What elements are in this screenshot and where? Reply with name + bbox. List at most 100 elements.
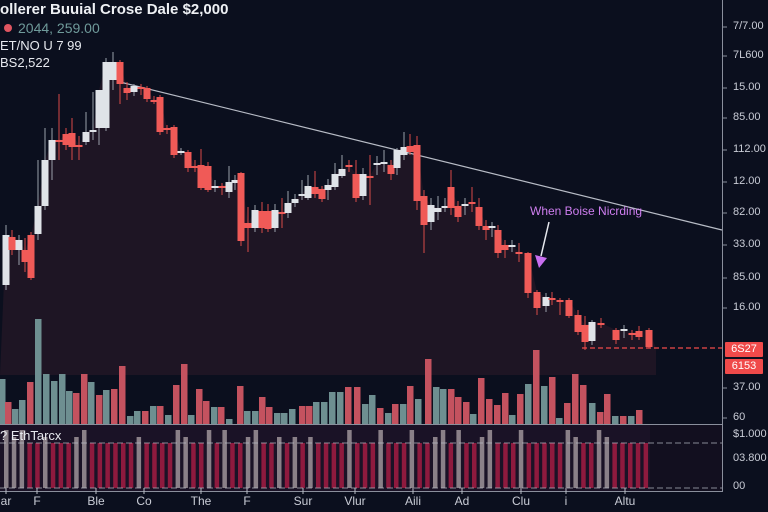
candle-bull bbox=[95, 90, 103, 128]
volume-bar bbox=[88, 382, 95, 424]
time-tick-label: ar bbox=[0, 494, 12, 508]
volume-bar bbox=[589, 403, 596, 424]
candle-bear bbox=[244, 223, 252, 228]
oscillator-bar bbox=[4, 430, 9, 488]
candle-bear bbox=[204, 166, 212, 190]
oscillator-bar bbox=[550, 443, 555, 488]
oscillator-bar bbox=[347, 430, 352, 488]
oscillator-bar bbox=[316, 443, 321, 488]
candle-bear bbox=[413, 145, 421, 201]
candle-bear bbox=[548, 298, 556, 300]
oscillator-tick-label: 00 bbox=[733, 480, 746, 492]
volume-bar bbox=[0, 379, 6, 424]
oscillator-bar bbox=[370, 443, 376, 488]
volume-bar bbox=[259, 397, 266, 424]
candle-bull bbox=[225, 182, 233, 192]
time-tick-label: Ad bbox=[454, 494, 470, 508]
price-badge: 6S27 bbox=[725, 342, 763, 357]
volume-bar bbox=[96, 395, 103, 424]
candle-bear bbox=[27, 235, 35, 278]
oscillator-tick-label: 03.800 bbox=[733, 452, 767, 464]
candle-bull bbox=[620, 329, 628, 331]
oscillator-bar bbox=[440, 430, 446, 488]
volume-bar bbox=[525, 384, 532, 424]
volume-bar bbox=[150, 406, 157, 424]
candle-bear bbox=[612, 330, 620, 340]
oscillator-bar bbox=[487, 430, 493, 488]
candle-bear bbox=[345, 165, 353, 167]
oscillator-bar bbox=[300, 443, 305, 488]
volume-bar bbox=[5, 402, 12, 424]
oscillator-bar bbox=[378, 430, 383, 488]
volume-bar bbox=[134, 411, 141, 424]
time-tick-label: Altu bbox=[614, 494, 636, 508]
candle-bear bbox=[533, 292, 541, 308]
candle-bear bbox=[556, 300, 564, 302]
candle-bear bbox=[21, 250, 29, 262]
trendline bbox=[119, 81, 723, 231]
volume-bar bbox=[127, 416, 134, 424]
chart-annotation[interactable]: When Boise Nicrding bbox=[530, 204, 643, 218]
oscillator-bar bbox=[152, 443, 157, 488]
oscillator-bar bbox=[97, 443, 103, 488]
candle-bear bbox=[565, 300, 573, 316]
candle-bull bbox=[441, 206, 449, 208]
volume-bar bbox=[541, 386, 548, 424]
volume-bar bbox=[73, 393, 80, 424]
status-dot-icon bbox=[4, 24, 12, 32]
candle-bull bbox=[271, 210, 279, 228]
candle-bear bbox=[137, 87, 145, 89]
oscillator-bar bbox=[105, 443, 110, 488]
candle-bear bbox=[258, 211, 266, 228]
volume-bar bbox=[165, 415, 172, 424]
oscillator-bar bbox=[573, 437, 578, 488]
volume-bar bbox=[502, 393, 509, 424]
candle-bear bbox=[184, 152, 192, 168]
candle-bear bbox=[366, 176, 374, 178]
volume-bar bbox=[81, 374, 88, 424]
time-tick-label: The bbox=[190, 494, 212, 508]
oscillator-bar bbox=[245, 437, 251, 488]
time-tick-label: Co bbox=[136, 494, 152, 508]
candle-bear bbox=[278, 212, 286, 214]
oscillator-bar bbox=[113, 443, 118, 488]
candle-bull bbox=[177, 151, 185, 153]
time-tick-label: i bbox=[564, 494, 568, 508]
candle-bear bbox=[264, 211, 272, 229]
oscillator-bar bbox=[58, 443, 64, 488]
candle-bull bbox=[359, 174, 367, 196]
candle-bull bbox=[284, 203, 292, 213]
candle-bear bbox=[62, 134, 70, 145]
volume-bar bbox=[620, 416, 627, 424]
volume-bar bbox=[281, 413, 288, 424]
candle-bear bbox=[8, 237, 16, 250]
volume-bar bbox=[337, 392, 344, 424]
volume-bar bbox=[362, 404, 369, 424]
oscillator-bar bbox=[464, 443, 469, 488]
candle-bear bbox=[197, 165, 205, 188]
candle-bear bbox=[454, 206, 462, 217]
oscillator-bar bbox=[160, 443, 165, 488]
candle-bull bbox=[434, 208, 442, 212]
oscillator-bar bbox=[394, 443, 399, 488]
oscillator-bar bbox=[433, 437, 438, 488]
candle-bear bbox=[237, 173, 245, 241]
candle-bull bbox=[109, 62, 117, 80]
volume-bar bbox=[580, 385, 587, 424]
price-value: 2044, 259.00 bbox=[18, 20, 100, 36]
volume-bar bbox=[321, 402, 328, 424]
oscillator-bar bbox=[495, 443, 500, 488]
price-tick-label: 33.00 bbox=[733, 238, 761, 250]
candle-bear bbox=[68, 133, 76, 147]
candle-bear bbox=[156, 97, 164, 132]
oscillator-bar bbox=[448, 443, 454, 488]
time-tick-label: Aili bbox=[404, 494, 422, 508]
volume-bar bbox=[181, 364, 188, 424]
candle-bear bbox=[387, 165, 395, 174]
price-area-fill bbox=[0, 62, 656, 375]
oscillator-bar bbox=[479, 437, 485, 488]
volume-bar bbox=[572, 374, 579, 424]
volume-bar bbox=[111, 389, 118, 424]
